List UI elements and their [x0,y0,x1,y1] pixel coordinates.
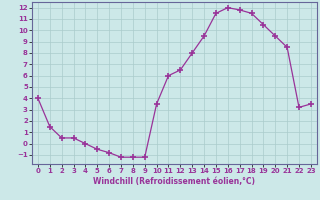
X-axis label: Windchill (Refroidissement éolien,°C): Windchill (Refroidissement éolien,°C) [93,177,255,186]
